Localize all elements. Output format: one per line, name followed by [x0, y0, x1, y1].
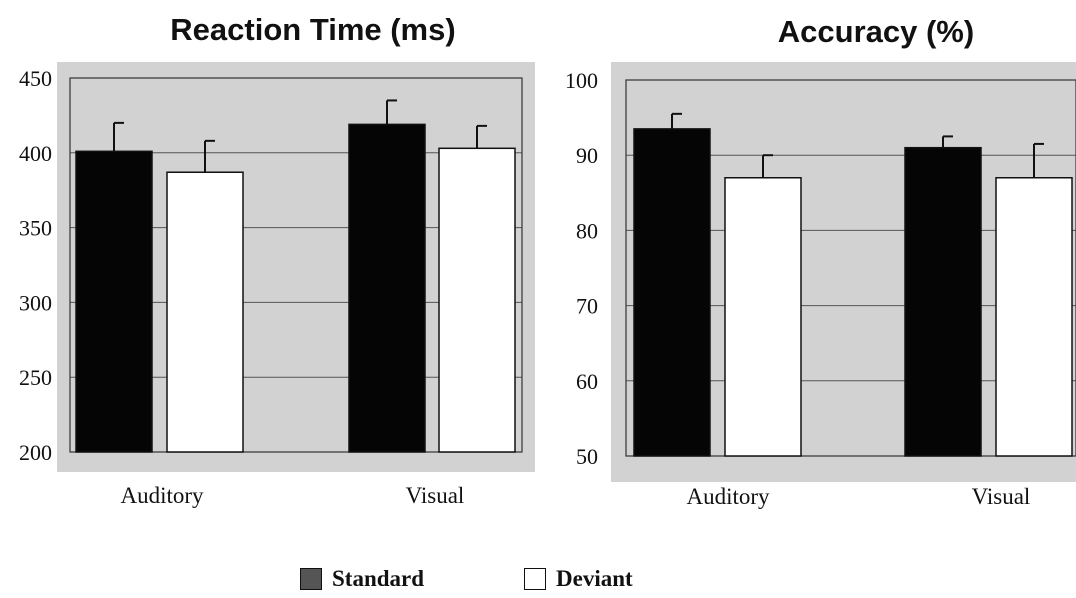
bar-standard-auditory	[75, 150, 153, 453]
accuracy-chart: Accuracy (%) 50 60 70 80 90 100 Auditory Visual	[565, 14, 1076, 509]
legend-swatch-standard	[300, 568, 322, 590]
y-tick-label: 100	[565, 68, 598, 93]
y-tick-label: 90	[576, 143, 598, 168]
x-category-label: Visual	[972, 484, 1031, 509]
plot-frame	[625, 79, 1076, 457]
legend: Standard Deviant	[300, 566, 721, 592]
bar-standard-visual	[904, 146, 982, 457]
chart-title: Accuracy (%)	[778, 14, 974, 49]
bar-deviant-auditory	[166, 171, 244, 453]
y-tick-label: 300	[19, 290, 52, 315]
legend-label-deviant: Deviant	[556, 566, 633, 591]
legend-item-standard: Standard	[300, 566, 424, 592]
x-category-label: Auditory	[120, 483, 204, 508]
y-tick-label: 450	[19, 66, 52, 91]
y-tick-label: 80	[576, 218, 598, 243]
y-tick-label: 60	[576, 369, 598, 394]
legend-item-deviant: Deviant	[524, 566, 633, 592]
y-tick-label: 400	[19, 141, 52, 166]
x-category-label: Visual	[406, 483, 465, 508]
bar-deviant-visual	[438, 147, 516, 453]
y-tick-label: 350	[19, 216, 52, 241]
bar-standard-auditory	[633, 128, 711, 457]
plot-frame	[69, 77, 523, 453]
bar-deviant-auditory	[724, 177, 802, 457]
y-tick-label: 50	[576, 444, 598, 469]
legend-label-standard: Standard	[332, 566, 425, 591]
bar-standard-visual	[348, 123, 426, 453]
reaction-time-chart: Reaction Time (ms) 200 250 300 350 400 450 Audi…	[19, 12, 535, 508]
bar-deviant-visual	[995, 177, 1073, 457]
y-tick-label: 70	[576, 294, 598, 319]
chart-title: Reaction Time (ms)	[170, 12, 455, 47]
x-category-label: Auditory	[686, 484, 770, 509]
y-tick-label: 250	[19, 365, 52, 390]
y-tick-label: 200	[19, 440, 52, 465]
legend-swatch-deviant	[524, 568, 547, 590]
